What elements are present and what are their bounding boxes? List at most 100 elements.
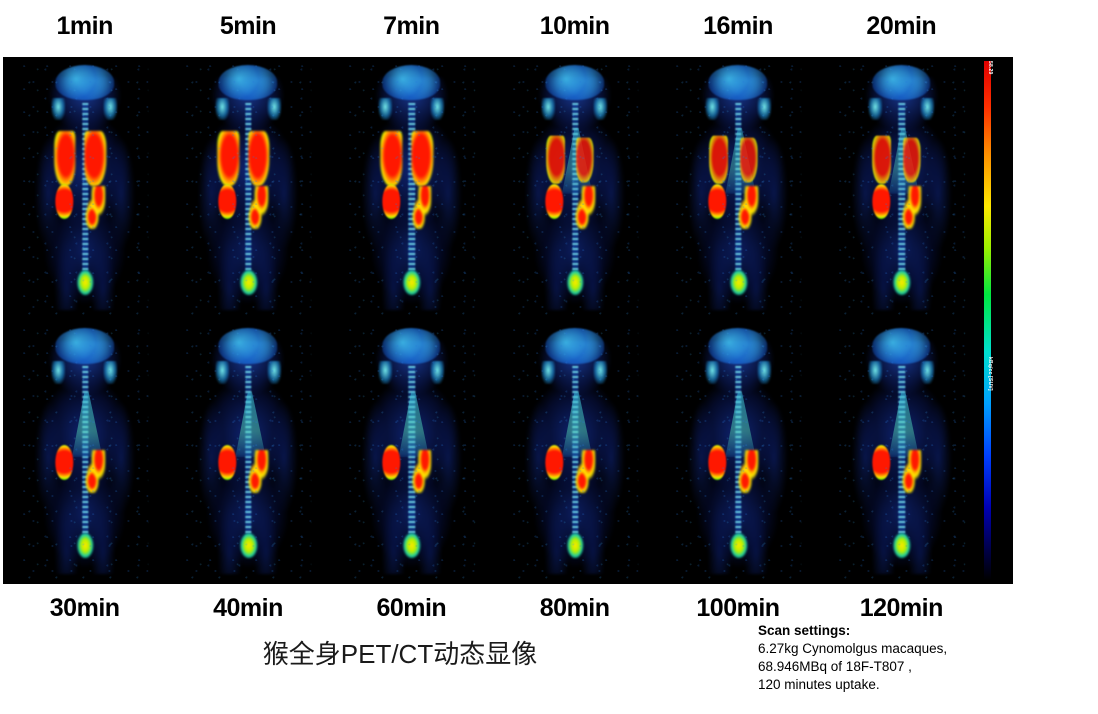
salivary-gland-right [430,97,445,121]
bladder-region [77,533,94,559]
brain-region [55,64,114,101]
timepoint-label-10min: 10min [539,11,610,40]
brain-region [382,328,441,364]
kidney-region [872,183,890,220]
kidney-region [55,183,74,220]
noise-speckle [510,62,639,316]
salivary-gland-left [541,361,556,384]
monkey-body-mip [20,62,149,316]
salivary-gland-right [920,97,935,121]
gallbladder-region [83,186,106,230]
monkey-body-mip [837,325,966,579]
bladder-region [403,533,421,559]
brain-region [545,328,604,364]
lung-blood-pool-left [545,135,565,184]
gallbladder-region [83,449,106,493]
pet-frame-1min[interactable] [3,57,167,321]
pet-frame-30min[interactable] [3,320,167,584]
kidney-region [708,183,727,220]
pet-image-panel: 58.29 kBq/cc [SUV] 0.0 [3,57,1013,584]
figure-caption: 猴全身PET/CT动态显像 [262,639,538,669]
pet-frame-5min[interactable] [166,57,330,321]
bladder-region [567,269,584,295]
noise-speckle [347,325,476,579]
monkey-body-mip [347,62,476,316]
gallbladder-region [573,186,596,230]
salivary-gland-left [214,97,229,121]
gallbladder-region [736,186,759,230]
salivary-gland-left [868,97,883,121]
salivary-gland-right [757,97,772,121]
timepoint-label-row-bottom: 30min 40min 60min 80min 100min 120min [3,586,983,630]
kidney-region [382,183,400,220]
timepoint-label-100min: 100min [696,593,780,622]
monkey-body-mip [184,62,312,316]
bladder-region [567,533,584,559]
monkey-body-mip [184,325,312,579]
salivary-gland-right [103,97,118,121]
scan-settings-line-1: 6.27kg Cynomolgus macaques, [758,640,948,656]
pet-frame-40min[interactable] [166,320,330,584]
monkey-body-mip [20,325,149,579]
bladder-region [77,269,94,295]
gallbladder-region [736,449,759,493]
pet-frame-10min[interactable] [492,57,657,321]
salivary-gland-right [593,361,608,384]
scan-settings-block: Scan settings: 6.27kg Cynomolgus macaque… [758,622,1058,694]
kidney-region [545,183,564,220]
pet-frame-100min[interactable] [656,320,820,584]
salivary-gland-left [704,97,719,121]
bladder-region [240,269,257,295]
pet-frame-20min[interactable] [819,57,983,321]
kidney-region [218,183,237,220]
bladder-region [893,533,911,559]
brain-region [218,64,278,101]
lung-blood-pool-right [903,137,921,182]
pet-frame-7min[interactable] [329,57,493,321]
colorbar-unit-label: kBq/cc [SUV] [987,357,993,391]
lung-blood-pool-left [380,130,403,187]
gallbladder-region [246,449,269,493]
pet-frame-120min[interactable] [819,320,983,584]
noise-speckle [837,62,966,316]
timepoint-label-row-top: 1min 5min 7min 10min 16min 20min [3,4,983,48]
kidney-region [382,444,400,481]
bladder-region [403,269,421,295]
noise-speckle [20,325,149,579]
brain-region [545,64,604,101]
colorbar-gradient [984,61,991,580]
salivary-gland-right [757,361,772,384]
brain-region [708,328,768,364]
noise-speckle [510,325,639,579]
brain-region [218,328,278,364]
monkey-body-mip [674,62,802,316]
lung-blood-pool-right [247,130,270,187]
timepoint-label-60min: 60min [376,593,447,622]
pet-frame-16min[interactable] [656,57,820,321]
salivary-gland-left [868,361,883,384]
monkey-body-mip [837,62,966,316]
salivary-gland-right [267,97,282,121]
kidney-region [708,444,727,481]
colorbar: 58.29 kBq/cc [SUV] 0.0 [982,57,1012,584]
pet-frame-80min[interactable] [492,320,657,584]
kidney-region [872,444,890,481]
salivary-gland-right [103,361,118,384]
timepoint-label-20min: 20min [866,11,937,40]
salivary-gland-left [541,97,556,121]
gallbladder-region [900,186,922,230]
monkey-body-mip [510,325,639,579]
salivary-gland-left [51,97,66,121]
lung-blood-pool-right [739,137,758,182]
timepoint-label-16min: 16min [703,11,773,40]
salivary-gland-left [378,97,393,121]
salivary-gland-right [593,97,608,121]
scan-settings-line-3: 120 minutes uptake. [758,676,880,692]
pet-frame-60min[interactable] [329,320,493,584]
bladder-region [893,269,911,295]
lung-blood-pool-right [84,130,107,187]
monkey-body-mip [510,62,639,316]
brain-region [382,64,441,101]
lung-blood-pool-right [576,137,594,182]
lung-blood-pool-left [217,130,240,187]
